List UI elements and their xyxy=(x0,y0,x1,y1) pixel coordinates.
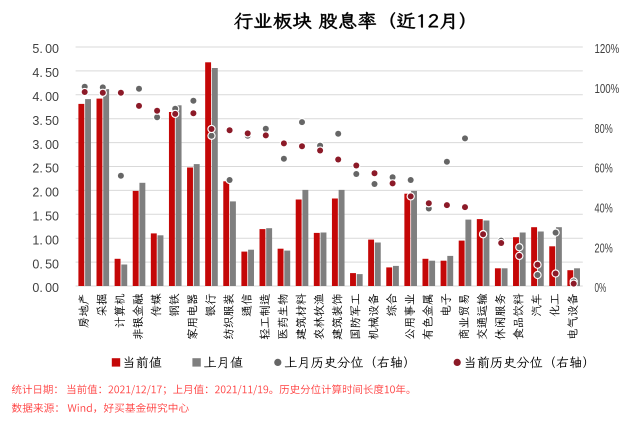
svg-text:50: 50 xyxy=(45,162,59,176)
svg-text:0.: 0. xyxy=(32,281,42,295)
svg-text:3.: 3. xyxy=(32,114,42,128)
svg-text:120%: 120% xyxy=(595,42,620,56)
svg-text:5.: 5. xyxy=(32,42,42,56)
svg-text:4.: 4. xyxy=(32,90,42,104)
svg-text:80%: 80% xyxy=(595,122,613,136)
svg-text:50: 50 xyxy=(45,114,59,128)
svg-text:00: 00 xyxy=(45,186,59,200)
svg-text:00: 00 xyxy=(45,138,59,152)
svg-text:1.: 1. xyxy=(32,210,42,224)
svg-text:00: 00 xyxy=(45,233,59,247)
svg-text:50: 50 xyxy=(45,257,59,271)
svg-text:40%: 40% xyxy=(595,202,613,216)
svg-text:0%: 0% xyxy=(595,281,607,295)
svg-text:100%: 100% xyxy=(595,82,620,96)
svg-text:2.: 2. xyxy=(32,186,42,200)
svg-text:3.: 3. xyxy=(32,138,42,152)
svg-text:50: 50 xyxy=(45,210,59,224)
svg-text:00: 00 xyxy=(45,42,59,56)
svg-text:2.: 2. xyxy=(32,162,42,176)
svg-text:1.: 1. xyxy=(32,233,42,247)
svg-text:00: 00 xyxy=(45,90,59,104)
svg-text:50: 50 xyxy=(45,66,59,80)
svg-text:20%: 20% xyxy=(595,241,613,255)
svg-text:0.: 0. xyxy=(32,257,42,271)
svg-text:60%: 60% xyxy=(595,162,613,176)
svg-text:4.: 4. xyxy=(32,66,42,80)
svg-text:00: 00 xyxy=(45,281,59,295)
